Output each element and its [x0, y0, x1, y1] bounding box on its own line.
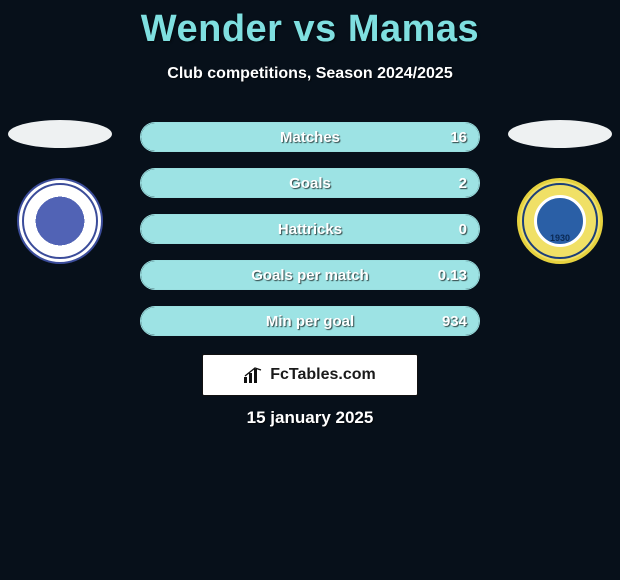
brand-badge: FcTables.com — [202, 354, 418, 396]
stat-value-right: 2 — [459, 169, 467, 198]
stat-row: Matches 16 — [140, 122, 480, 152]
stat-row: Goals 2 — [140, 168, 480, 198]
date-text: 15 january 2025 — [0, 408, 620, 428]
bar-chart-icon — [244, 367, 264, 383]
stats-table: Matches 16 Goals 2 Hattricks 0 Goals per… — [140, 122, 480, 336]
stat-label: Matches — [141, 123, 479, 152]
subtitle: Club competitions, Season 2024/2025 — [0, 65, 620, 83]
player-left-silhouette — [8, 120, 112, 148]
stat-label: Hattricks — [141, 215, 479, 244]
stat-label: Goals — [141, 169, 479, 198]
stat-value-right: 16 — [450, 123, 467, 152]
player-right-silhouette — [508, 120, 612, 148]
ael-limassol-crest — [517, 178, 603, 264]
left-player-column — [0, 120, 120, 264]
stat-label: Min per goal — [141, 307, 479, 336]
stat-row: Hattricks 0 — [140, 214, 480, 244]
stat-value-right: 0.13 — [438, 261, 467, 290]
stat-value-right: 934 — [442, 307, 467, 336]
brand-text: FcTables.com — [270, 366, 376, 384]
stat-row: Min per goal 934 — [140, 306, 480, 336]
right-player-column — [500, 120, 620, 264]
ethnikos-achnas-crest — [17, 178, 103, 264]
page-title: Wender vs Mamas — [0, 0, 620, 51]
stat-label: Goals per match — [141, 261, 479, 290]
stat-row: Goals per match 0.13 — [140, 260, 480, 290]
stat-value-right: 0 — [459, 215, 467, 244]
